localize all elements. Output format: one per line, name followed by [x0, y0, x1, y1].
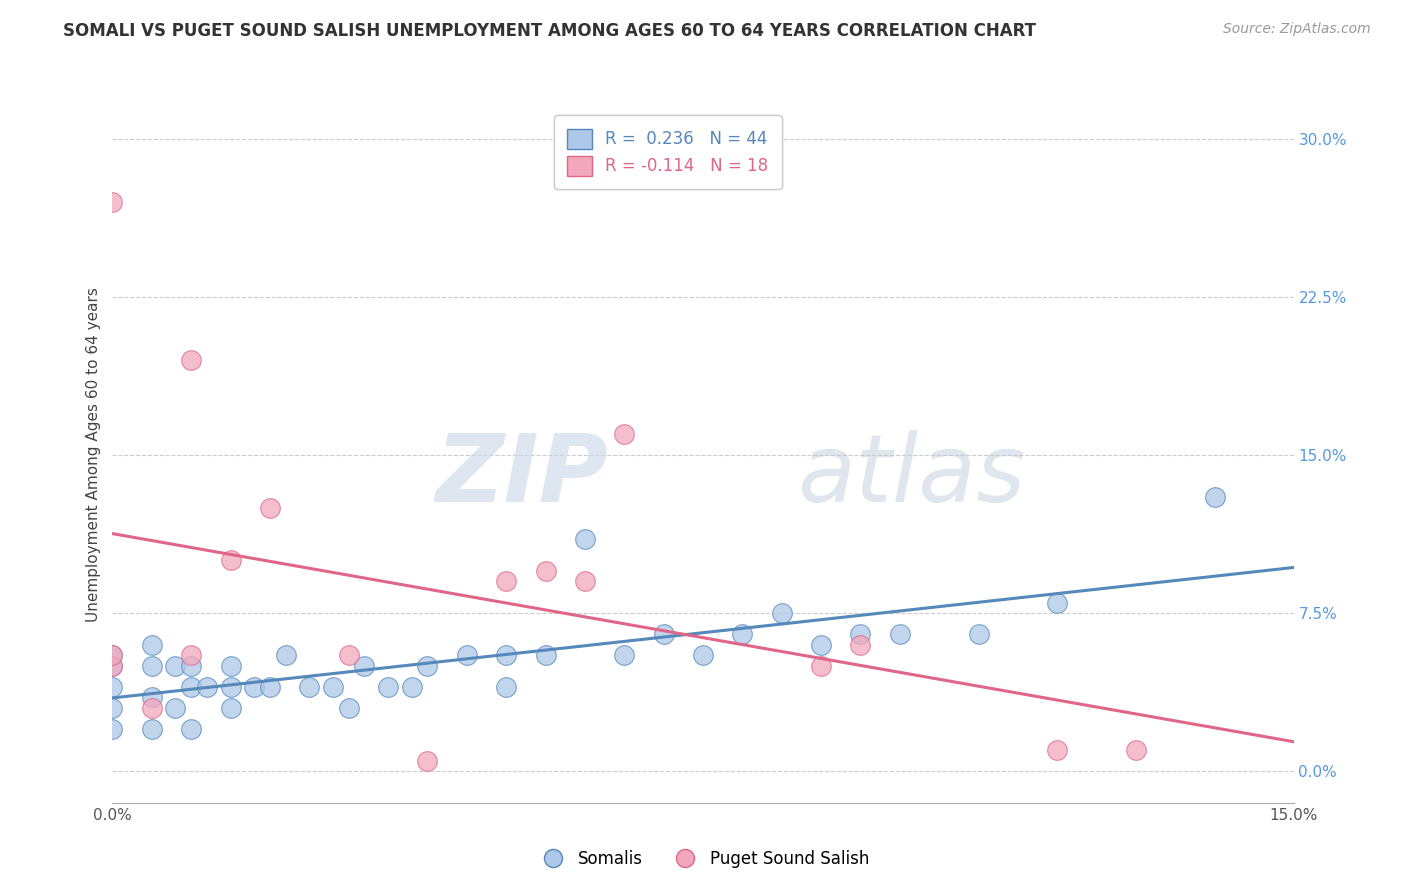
Point: [574, 533, 596, 547]
Point: [401, 680, 423, 694]
Point: [101, 680, 124, 694]
Point: [337, 648, 360, 663]
Point: [141, 658, 163, 673]
Point: [574, 574, 596, 589]
Point: [652, 627, 675, 641]
Point: [101, 194, 124, 209]
Point: [534, 648, 557, 663]
Point: [219, 680, 242, 694]
Point: [165, 658, 187, 673]
Point: [495, 574, 517, 589]
Point: [195, 680, 218, 694]
Point: [495, 680, 517, 694]
Point: [180, 722, 202, 736]
Text: Source: ZipAtlas.com: Source: ZipAtlas.com: [1223, 22, 1371, 37]
Point: [889, 627, 911, 641]
Point: [165, 701, 187, 715]
Legend: R =  0.236   N = 44, R = -0.114   N = 18: R = 0.236 N = 44, R = -0.114 N = 18: [554, 115, 782, 189]
Point: [416, 658, 439, 673]
Point: [101, 648, 124, 663]
Point: [219, 553, 242, 567]
Point: [353, 658, 375, 673]
Point: [101, 658, 124, 673]
Point: [101, 658, 124, 673]
Text: atlas: atlas: [797, 430, 1026, 521]
Point: [849, 638, 872, 652]
Point: [141, 722, 163, 736]
Point: [259, 500, 281, 515]
Point: [180, 648, 202, 663]
Point: [1125, 743, 1147, 757]
Point: [456, 648, 478, 663]
Point: [534, 564, 557, 578]
Point: [180, 680, 202, 694]
Point: [101, 648, 124, 663]
Point: [243, 680, 266, 694]
Point: [810, 658, 832, 673]
Point: [274, 648, 297, 663]
Point: [298, 680, 321, 694]
Point: [101, 701, 124, 715]
Point: [141, 690, 163, 705]
Point: [259, 680, 281, 694]
Point: [322, 680, 344, 694]
Point: [1046, 743, 1069, 757]
Point: [219, 658, 242, 673]
Point: [849, 627, 872, 641]
Point: [141, 638, 163, 652]
Point: [180, 658, 202, 673]
Text: ZIP: ZIP: [436, 430, 609, 522]
Point: [495, 648, 517, 663]
Y-axis label: Unemployment Among Ages 60 to 64 years: Unemployment Among Ages 60 to 64 years: [86, 287, 101, 623]
Point: [692, 648, 714, 663]
Point: [613, 648, 636, 663]
Point: [416, 754, 439, 768]
Point: [810, 638, 832, 652]
Point: [731, 627, 754, 641]
Point: [613, 426, 636, 441]
Point: [1204, 490, 1226, 504]
Point: [180, 353, 202, 368]
Point: [141, 701, 163, 715]
Point: [770, 606, 793, 620]
Legend: Somalis, Puget Sound Salish: Somalis, Puget Sound Salish: [530, 844, 876, 875]
Point: [337, 701, 360, 715]
Text: SOMALI VS PUGET SOUND SALISH UNEMPLOYMENT AMONG AGES 60 TO 64 YEARS CORRELATION : SOMALI VS PUGET SOUND SALISH UNEMPLOYMEN…: [63, 22, 1036, 40]
Point: [101, 722, 124, 736]
Point: [377, 680, 399, 694]
Point: [1046, 595, 1069, 609]
Point: [219, 701, 242, 715]
Point: [967, 627, 990, 641]
